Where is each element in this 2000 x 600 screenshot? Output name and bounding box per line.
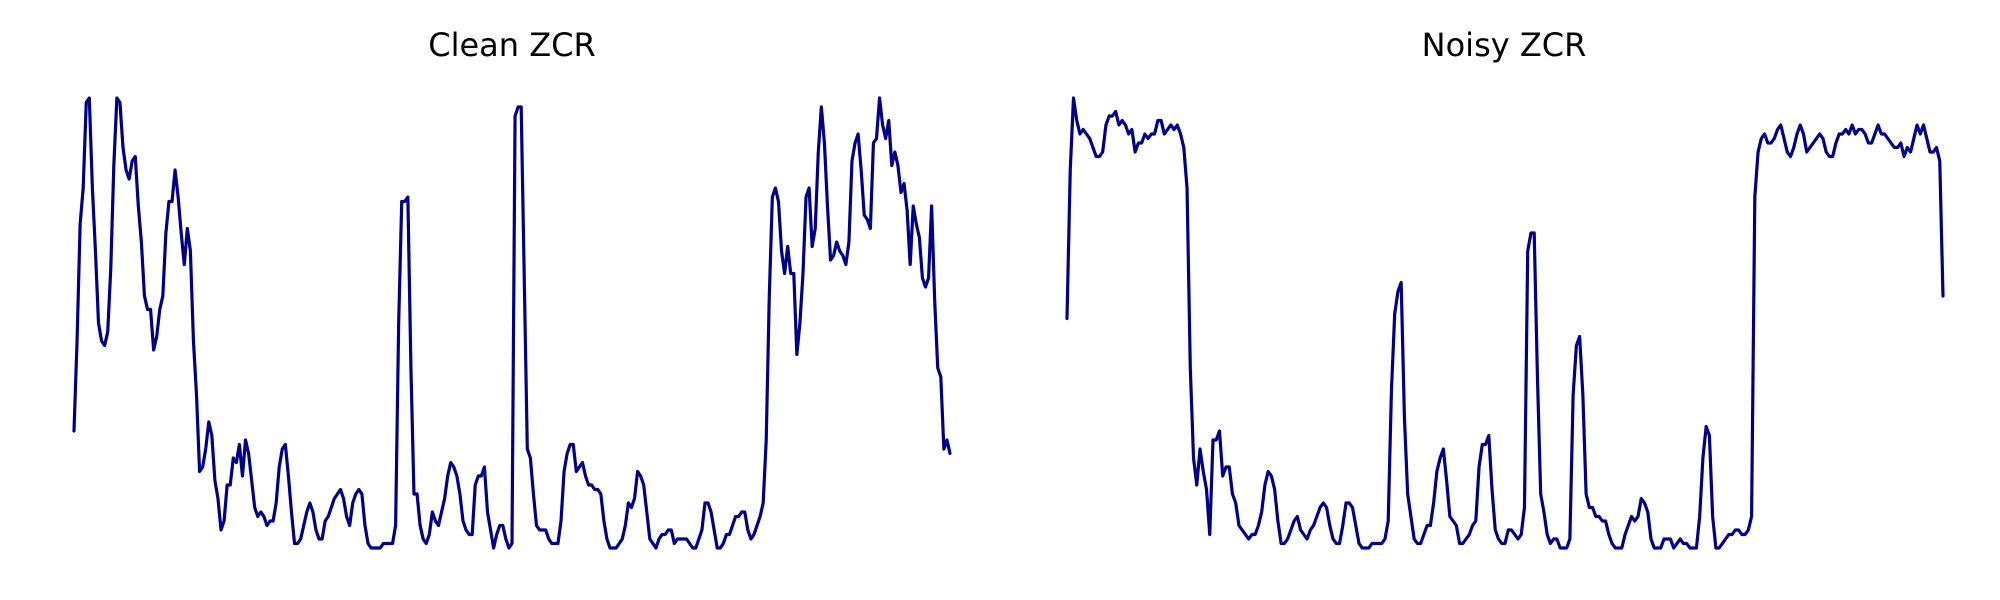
clean-zcr-panel: Clean ZCR — [72, 26, 952, 550]
noisy-zcr-series-line — [1065, 96, 1945, 550]
clean-zcr-series-line — [72, 96, 952, 550]
clean-zcr-title: Clean ZCR — [428, 26, 595, 64]
noisy-zcr-panel: Noisy ZCR — [1065, 26, 1945, 550]
noisy-zcr-title: Noisy ZCR — [1422, 26, 1587, 64]
